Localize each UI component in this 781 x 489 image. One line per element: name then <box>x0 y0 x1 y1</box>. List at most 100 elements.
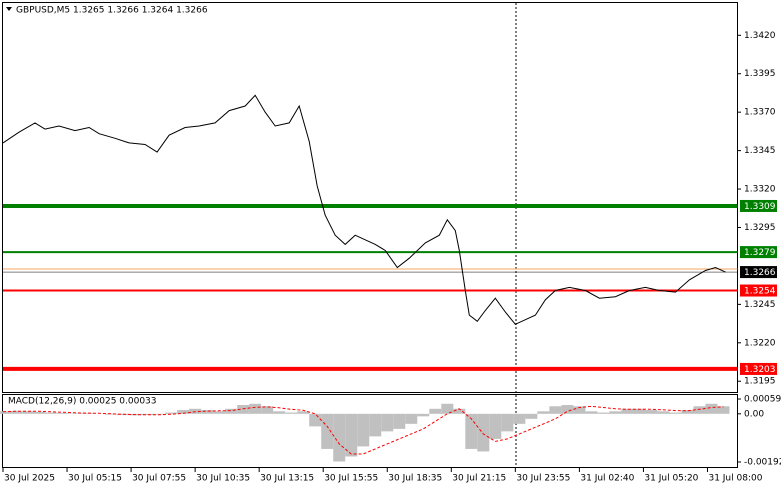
macd-bar <box>141 413 154 416</box>
price-frame <box>2 2 738 393</box>
level-label-box <box>740 284 777 297</box>
macd-bar <box>201 410 214 414</box>
macd-bar <box>657 411 670 414</box>
macd-bar <box>597 412 610 414</box>
macd-bar <box>585 411 598 414</box>
macd-bar <box>81 413 94 414</box>
x-tick-label: 30 Jul 10:35 <box>196 474 250 484</box>
y-tick-label: 0.00 <box>744 409 764 419</box>
price-line <box>2 94 726 325</box>
y-tick-label: 1.3245 <box>744 300 776 310</box>
macd-bar <box>105 413 118 415</box>
macd-bar <box>57 413 70 414</box>
macd-bar <box>417 413 430 417</box>
macd-bar <box>537 411 550 414</box>
macd-bar <box>273 411 286 414</box>
level-label: 1.3309 <box>744 202 776 212</box>
macd-bar <box>33 411 46 414</box>
y-tick-label: 0.00059 <box>744 395 781 405</box>
macd-bar <box>633 408 646 414</box>
macd-bar <box>717 406 730 414</box>
macd-bar <box>213 411 226 414</box>
macd-bar <box>249 403 262 414</box>
macd-bar <box>177 410 190 414</box>
x-tick-label: 31 Jul 05:20 <box>644 474 698 484</box>
macd-bar <box>561 405 574 414</box>
x-tick-label: 30 Jul 15:55 <box>324 474 378 484</box>
macd-bar <box>693 406 706 414</box>
x-tick-label: 31 Jul 08:00 <box>708 474 762 484</box>
macd-bar <box>309 413 322 427</box>
macd-bar <box>501 413 514 432</box>
y-tick-label: 1.3295 <box>744 223 776 233</box>
macd-bar <box>69 413 82 414</box>
macd-bar <box>705 403 718 414</box>
macd-bar <box>321 413 334 449</box>
macd-bar <box>45 412 58 414</box>
y-tick-label: -0.00192 <box>744 457 781 467</box>
y-tick-label: 1.3395 <box>744 69 776 79</box>
macd-bar <box>393 413 406 429</box>
level-label: 1.3254 <box>744 287 776 297</box>
macd-bar <box>297 411 310 414</box>
macd-bar <box>573 406 586 414</box>
macd-bar <box>477 413 490 452</box>
level-label-box <box>740 199 777 212</box>
level-label-box <box>740 246 777 259</box>
y-tick-label: 1.3320 <box>744 185 776 195</box>
macd-bar <box>261 406 274 414</box>
level-label-box <box>740 266 777 279</box>
macd-bar <box>429 408 442 414</box>
macd-bar <box>513 413 526 424</box>
macd-bar <box>21 411 34 414</box>
macd-bar <box>669 412 682 414</box>
macd-bar <box>357 413 370 447</box>
y-tick-label: 1.3345 <box>744 146 776 156</box>
macd-bar <box>153 413 166 415</box>
macd-bar <box>381 413 394 432</box>
macd-bar <box>285 412 298 414</box>
y-tick-label: 1.3195 <box>744 377 776 387</box>
macd-bar <box>525 413 538 419</box>
x-tick-label: 31 Jul 02:40 <box>580 474 634 484</box>
level-label: 1.3279 <box>744 248 776 258</box>
macd-bar <box>165 412 178 414</box>
x-tick-label: 30 Jul 05:15 <box>68 474 122 484</box>
x-tick-label: 30 Jul 23:55 <box>516 474 570 484</box>
x-tick-label: 30 Jul 13:15 <box>260 474 314 484</box>
macd-bar <box>441 403 454 414</box>
macd-title: MACD(12,26,9) 0.00025 0.00033 <box>8 397 157 407</box>
x-tick-label: 30 Jul 07:55 <box>132 474 186 484</box>
y-tick-label: 1.3370 <box>744 108 776 118</box>
macd-frame <box>2 394 738 468</box>
macd-bar <box>609 411 622 414</box>
macd-bar <box>645 410 658 414</box>
y-tick-label: 1.3420 <box>744 31 776 41</box>
macd-bar <box>237 405 250 414</box>
macd-bar <box>681 410 694 414</box>
macd-bar <box>333 413 346 462</box>
macd-bar <box>453 408 466 414</box>
macd-bar <box>9 410 22 414</box>
menu-arrow <box>6 7 12 11</box>
macd-bar <box>345 413 358 457</box>
x-tick-label: 30 Jul 2025 <box>4 474 55 484</box>
y-tick-label: 1.3220 <box>744 338 776 348</box>
x-tick-label: 30 Jul 18:35 <box>388 474 442 484</box>
macd-bar <box>225 408 238 414</box>
level-label: 1.3266 <box>744 268 776 278</box>
level-label-box <box>740 362 777 375</box>
x-tick-label: 30 Jul 21:15 <box>452 474 506 484</box>
macd-bar <box>621 408 634 414</box>
level-label: 1.3203 <box>744 365 776 375</box>
macd-bar <box>0 411 10 414</box>
macd-bar <box>405 413 418 424</box>
macd-bar <box>489 413 502 439</box>
macd-bar <box>369 413 382 437</box>
chart-title: GBPUSD,M5 1.3265 1.3266 1.3264 1.3266 <box>16 6 208 16</box>
macd-bar <box>549 406 562 414</box>
signal-line <box>2 405 724 455</box>
